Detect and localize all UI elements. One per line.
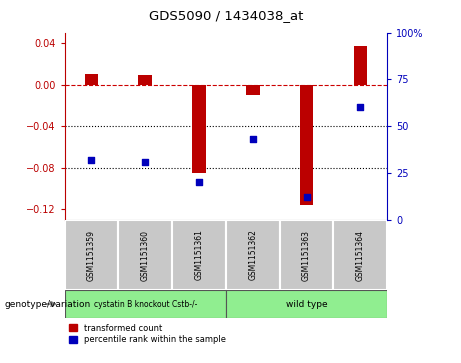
Text: GDS5090 / 1434038_at: GDS5090 / 1434038_at [149,9,303,22]
Point [303,194,310,200]
Bar [280,220,333,290]
Text: GSM1151362: GSM1151362 [248,229,257,281]
Bar [300,85,313,205]
Point [88,157,95,163]
Point [357,105,364,110]
Bar [192,85,206,173]
Bar [65,290,226,318]
Legend: transformed count, percentile rank within the sample: transformed count, percentile rank withi… [69,323,226,344]
Bar [226,220,280,290]
Point [195,179,203,185]
Bar [118,220,172,290]
Text: GSM1151361: GSM1151361 [195,229,203,281]
Bar [246,85,260,95]
Text: GSM1151359: GSM1151359 [87,229,96,281]
Text: cystatin B knockout Cstb-/-: cystatin B knockout Cstb-/- [94,299,197,309]
Bar [65,220,118,290]
Bar [172,220,226,290]
Bar [85,74,98,85]
Text: wild type: wild type [286,299,327,309]
Text: GSM1151360: GSM1151360 [141,229,150,281]
Bar [226,290,387,318]
Text: GSM1151363: GSM1151363 [302,229,311,281]
Point [142,159,149,164]
Bar [354,46,367,85]
Text: GSM1151364: GSM1151364 [356,229,365,281]
Text: genotype/variation: genotype/variation [5,299,91,309]
Bar [333,220,387,290]
Bar [138,75,152,85]
Point [249,136,256,142]
